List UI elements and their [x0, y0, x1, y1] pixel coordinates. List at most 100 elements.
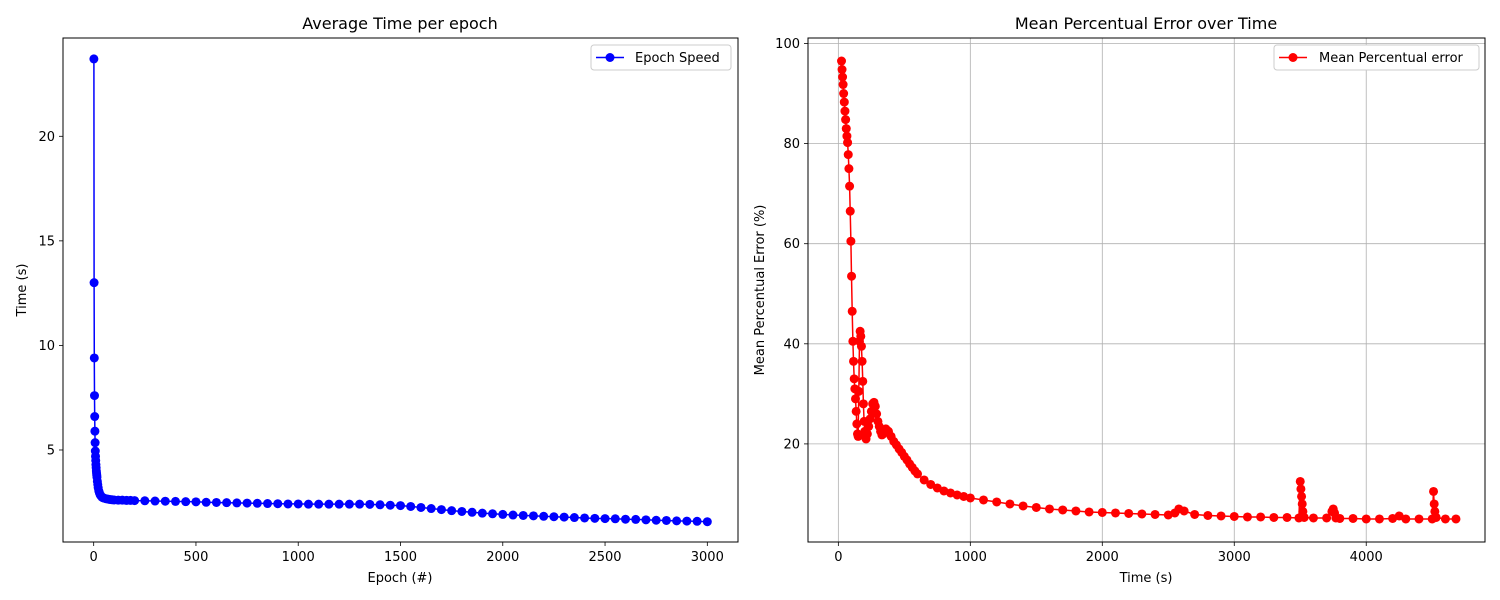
plot-area: 0 1000 2000 3000 4000 20 40 60 80 100 [775, 37, 1485, 565]
data-point [396, 501, 405, 511]
data-point [856, 331, 866, 341]
series-line [840, 60, 1456, 520]
y-axis-label: Mean Percentual Error (%) [753, 205, 768, 376]
y-tick-label: 40 [783, 337, 800, 352]
data-point [1124, 508, 1134, 518]
data-point [844, 164, 854, 174]
data-point [1297, 499, 1307, 509]
data-point [1429, 486, 1439, 496]
data-point [518, 510, 528, 520]
y-tick-label: 10 [38, 339, 55, 354]
data-point [1150, 509, 1160, 519]
data-point [590, 513, 600, 523]
legend-label-epoch-speed: Epoch Speed [635, 51, 720, 66]
legend: Mean Percentual error [1273, 44, 1480, 71]
x-axis-label: Time (s) [1119, 571, 1173, 586]
data-point [436, 505, 446, 515]
data-point [1322, 513, 1332, 523]
data-point [913, 469, 923, 479]
data-point [849, 374, 859, 384]
data-point [672, 516, 682, 526]
data-point [1335, 513, 1345, 523]
data-point [1297, 491, 1307, 501]
x-tick-label: 4000 [1350, 550, 1383, 565]
data-point [641, 515, 651, 525]
data-point [1269, 512, 1279, 522]
chart-mean-percentual-error: Mean Percentual Error over Time 0 1000 200… [753, 14, 1486, 586]
data-point [1295, 476, 1305, 486]
y-tick-label: 15 [38, 234, 55, 249]
data-point [355, 499, 365, 509]
data-point [1299, 512, 1309, 522]
data-point [1045, 504, 1055, 514]
data-point [965, 493, 975, 503]
data-point [661, 515, 671, 525]
data-point [864, 421, 874, 431]
x-tick-label: 0 [90, 550, 98, 565]
legend-marker-mean-percentual-error [1288, 53, 1298, 62]
data-point [631, 514, 641, 524]
data-point [1348, 513, 1358, 523]
data-point [334, 499, 344, 509]
data-point [375, 500, 385, 510]
x-tick-label: 1000 [282, 550, 315, 565]
data-point [498, 509, 508, 519]
data-point [324, 499, 334, 509]
data-point [1440, 514, 1450, 524]
data-point [344, 499, 354, 509]
data-point [1308, 513, 1318, 523]
legend-marker-epoch-speed [605, 53, 615, 62]
data-point [839, 97, 849, 107]
data-point [1203, 510, 1213, 520]
data-point [232, 498, 242, 508]
data-point [252, 498, 262, 508]
data-point [843, 138, 853, 148]
data-point [1097, 507, 1107, 517]
data-point [862, 429, 872, 439]
data-point [1361, 514, 1371, 524]
data-point [1429, 499, 1439, 509]
data-point [1137, 509, 1147, 519]
legend-box [1273, 44, 1480, 71]
data-point [841, 115, 851, 125]
data-point [837, 56, 847, 66]
data-point [89, 353, 99, 363]
data-point [1031, 502, 1041, 512]
data-point [1374, 514, 1384, 524]
data-point [508, 510, 518, 520]
data-point [1179, 506, 1189, 516]
data-point [651, 515, 661, 525]
data-point [979, 495, 989, 505]
data-point [692, 516, 702, 526]
data-point [1190, 509, 1200, 519]
data-point [150, 496, 160, 506]
x-tick-label: 500 [184, 550, 209, 565]
data-point [559, 512, 569, 522]
data-point [838, 72, 848, 82]
data-point [181, 497, 191, 507]
y-tick-label: 100 [775, 37, 800, 52]
data-point [702, 517, 712, 527]
data-point [416, 502, 426, 512]
data-point [848, 336, 858, 346]
data-point [840, 106, 850, 116]
data-point [140, 496, 150, 506]
data-point [303, 499, 313, 509]
data-point [1256, 512, 1266, 522]
data-point [365, 499, 375, 509]
data-point [283, 499, 293, 509]
data-point [201, 497, 211, 507]
y-axis-label: Time (s) [15, 264, 30, 318]
data-point [89, 54, 99, 64]
series-line [93, 58, 708, 523]
axes-frame [807, 37, 1486, 543]
data-point [847, 271, 857, 281]
data-point [488, 509, 498, 519]
data-point [1216, 511, 1226, 521]
data-point [839, 89, 849, 99]
legend-label-mean-percentual-error: Mean Percentual error [1319, 51, 1464, 66]
data-point [1229, 511, 1239, 521]
y-tick-label: 5 [47, 443, 55, 458]
data-point [1282, 512, 1292, 522]
data-point [406, 501, 416, 511]
